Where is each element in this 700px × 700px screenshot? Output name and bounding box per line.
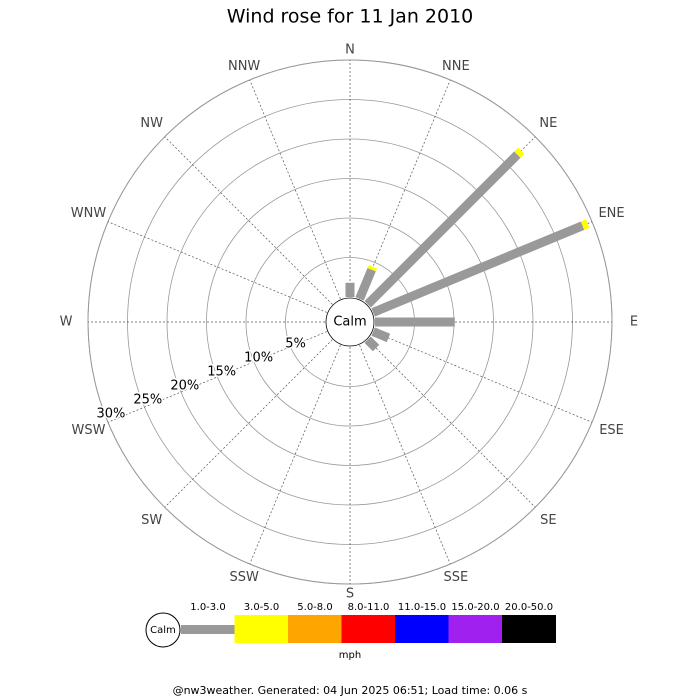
grid-ring: [206, 178, 494, 466]
direction-label: NW: [140, 116, 163, 131]
chart-title: Wind rose for 11 Jan 2010: [227, 6, 474, 28]
legend-swatch: [234, 615, 289, 643]
spoke: [249, 79, 341, 300]
legend-label: 3.0-5.0: [244, 602, 279, 613]
legend-units: mph: [339, 650, 361, 661]
direction-label: SSE: [443, 570, 468, 585]
direction-label: NNE: [442, 59, 470, 74]
legend-label: 5.0-8.0: [297, 602, 332, 613]
bar-segment: [371, 221, 585, 317]
ring-label: 25%: [133, 393, 162, 408]
ring-label: 15%: [207, 365, 236, 380]
spoke: [107, 331, 328, 423]
bar-segment: [364, 151, 521, 308]
legend-swatch: [395, 615, 449, 643]
direction-label: WNW: [71, 206, 107, 221]
direction-label: SSW: [229, 570, 259, 585]
direction-label: NNW: [228, 59, 260, 74]
direction-label: SE: [540, 513, 556, 528]
direction-label: N: [345, 43, 355, 58]
bar-segment: [367, 265, 378, 272]
direction-label: W: [60, 315, 73, 330]
direction-label: WSW: [71, 423, 105, 438]
legend-label: 15.0-20.0: [451, 602, 499, 613]
spoke: [249, 344, 341, 565]
spoke: [367, 339, 536, 508]
legend-label: 11.0-15.0: [398, 602, 446, 613]
footer: @nw3weather. Generated: 04 Jun 2025 06:5…: [173, 684, 528, 697]
spoke: [359, 344, 451, 565]
ring-label: 30%: [96, 407, 125, 422]
calm-label: Calm: [333, 315, 366, 330]
direction-label: SW: [141, 513, 162, 528]
legend-swatch: [448, 615, 503, 643]
direction-label: NE: [539, 116, 557, 131]
legend-swatch: [288, 615, 342, 643]
spoke: [164, 136, 333, 305]
ring-label: 20%: [170, 379, 199, 394]
bar-segment: [514, 147, 525, 158]
ring-label: 5%: [285, 337, 306, 352]
spoke: [164, 339, 333, 508]
direction-label: ENE: [598, 206, 624, 221]
direction-label: E: [630, 315, 638, 330]
direction-label: ESE: [599, 423, 624, 438]
legend-swatch: [341, 615, 396, 643]
legend-swatch: [502, 615, 556, 643]
direction-label: S: [346, 587, 354, 602]
legend-label: 1.0-3.0: [190, 602, 225, 613]
legend-label: 20.0-50.0: [505, 602, 553, 613]
bar-segment: [355, 267, 376, 301]
legend-swatch: [181, 625, 235, 634]
legend-label: 8.0-11.0: [348, 602, 390, 613]
calm-circle: [325, 297, 375, 347]
bar-segment: [371, 327, 391, 343]
legend-calm-circle: [145, 612, 181, 648]
bar-segment: [364, 336, 380, 352]
spoke: [107, 221, 328, 313]
spoke: [359, 79, 451, 300]
ring-label: 10%: [244, 351, 273, 366]
spoke: [372, 331, 593, 423]
bar-segment: [580, 219, 590, 230]
legend-calm-label: Calm: [150, 625, 176, 636]
